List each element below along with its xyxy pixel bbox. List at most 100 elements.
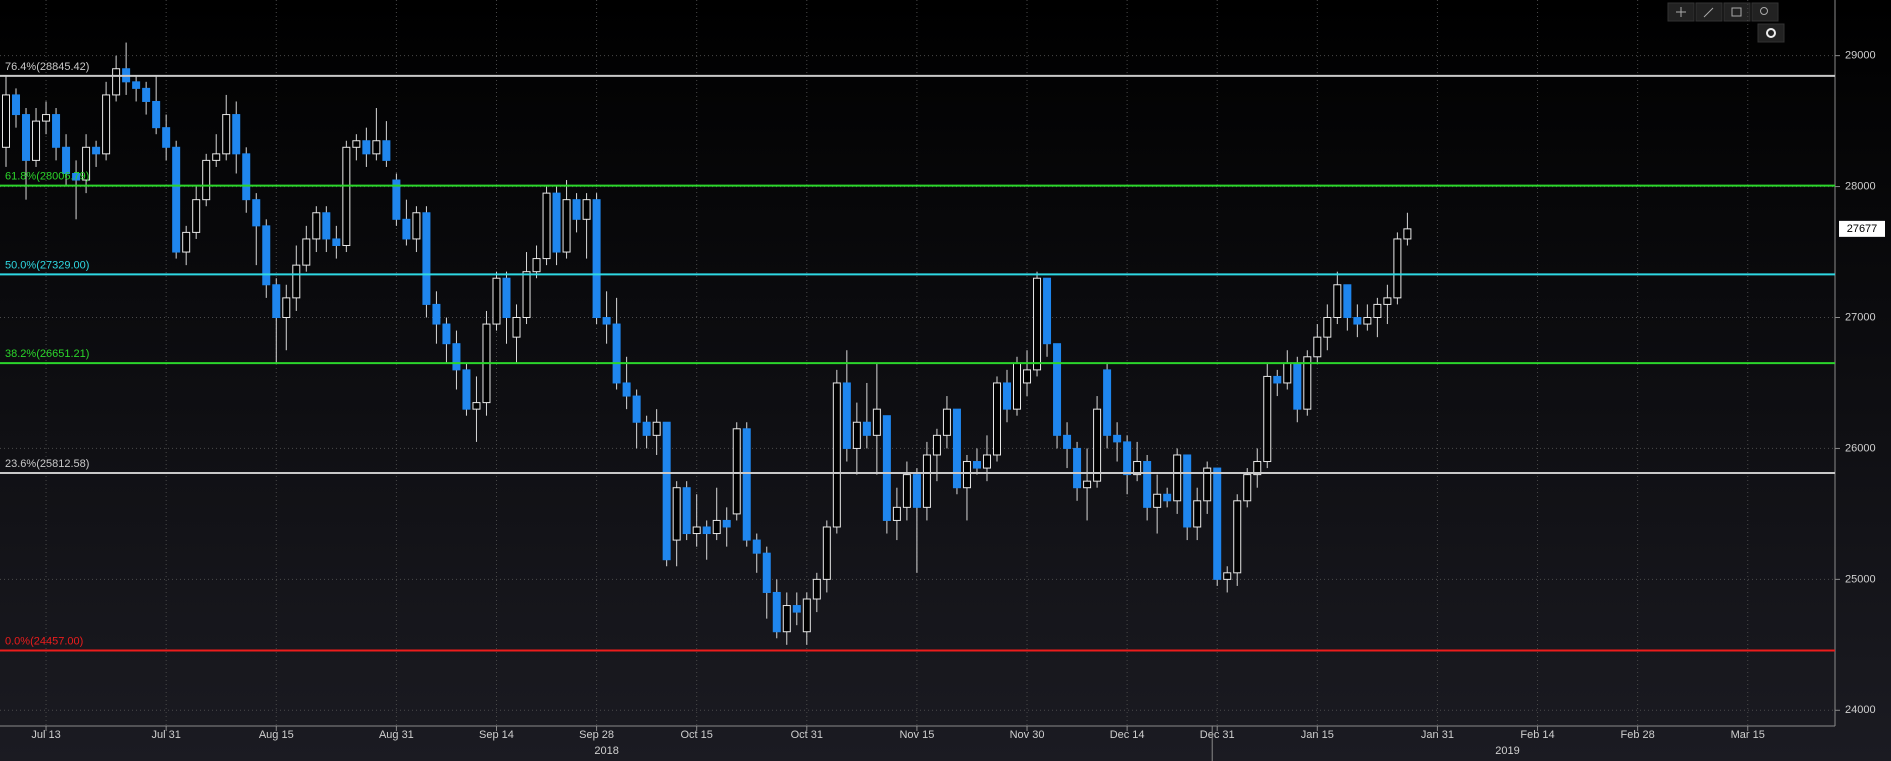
candle-body	[932, 434, 941, 456]
candle-body	[212, 153, 221, 161]
candle-body	[912, 474, 921, 508]
candle-body	[1153, 493, 1162, 508]
x-tick-label: Aug 31	[379, 729, 414, 741]
candle-body	[1193, 500, 1202, 528]
y-tick-label: 25000	[1845, 573, 1876, 585]
candle-body	[1273, 375, 1282, 384]
candle-body	[882, 415, 891, 521]
candle-body	[32, 120, 41, 161]
candle-body	[2, 94, 10, 148]
candle-body	[1323, 317, 1332, 338]
candle-body	[1053, 343, 1062, 436]
candle-body	[512, 317, 521, 338]
candle-body	[292, 264, 301, 299]
candle-body	[272, 284, 281, 319]
candle-body	[162, 127, 171, 148]
candle-body	[1263, 375, 1272, 463]
candle-body	[372, 140, 381, 155]
candle-body	[1223, 572, 1232, 580]
candle-body	[762, 552, 771, 593]
candle-body	[102, 94, 111, 155]
candle-body	[802, 598, 811, 633]
candles	[2, 42, 1412, 645]
candle-body	[772, 591, 781, 633]
candle-body	[782, 605, 791, 633]
candle-body	[1393, 238, 1402, 299]
x-tick-label: Aug 15	[259, 729, 294, 741]
candle-body	[1353, 317, 1362, 325]
candle-body	[1143, 461, 1152, 508]
candle-body	[412, 212, 421, 240]
candle-body	[92, 146, 101, 155]
candle-body	[462, 369, 471, 410]
toolbar	[1667, 2, 1785, 43]
candle-body	[1283, 362, 1292, 384]
candle-body	[302, 238, 311, 266]
candle-body	[422, 212, 431, 305]
candle-body	[42, 114, 51, 122]
x-tick-label: Jan 31	[1421, 729, 1454, 741]
candle-body	[1063, 434, 1072, 449]
candle-body	[1183, 454, 1192, 528]
candle-body	[362, 140, 371, 155]
x-tick-label: Oct 31	[791, 729, 823, 741]
table-icon	[1731, 7, 1742, 17]
x-tick-label: Oct 15	[680, 729, 712, 741]
candle-body	[952, 408, 961, 489]
candle-body	[902, 474, 911, 508]
candle-body	[132, 81, 141, 89]
fib-label: 50.0%(27329.00)	[5, 259, 89, 271]
candle-body	[62, 146, 71, 174]
x-tick-label: Feb 28	[1621, 729, 1655, 741]
candle-body	[702, 526, 711, 535]
x-tick-label: Sep 14	[479, 729, 514, 741]
candle-body	[792, 605, 801, 613]
candle-body	[1253, 461, 1262, 476]
candle-body	[152, 100, 161, 129]
x-tick-label: Jan 15	[1301, 729, 1334, 741]
candle-body	[352, 140, 361, 148]
candle-body	[1203, 467, 1212, 502]
candle-body	[992, 382, 1001, 456]
candle-body	[662, 421, 671, 561]
candle-body	[52, 114, 61, 148]
candle-body	[1293, 362, 1302, 410]
table-button[interactable]	[1723, 2, 1751, 22]
candle-body	[572, 199, 581, 220]
candle-body	[612, 323, 621, 384]
candle-body	[22, 114, 31, 161]
settings-button[interactable]	[1757, 23, 1785, 43]
candle-body	[332, 238, 341, 246]
x-tick-label: Dec 14	[1110, 729, 1145, 741]
candle-body	[1073, 447, 1082, 489]
zoom-button[interactable]	[1751, 2, 1779, 22]
crosshair-icon	[1676, 7, 1686, 17]
candle-body	[592, 199, 601, 319]
candle-body	[222, 114, 231, 155]
candle-body	[72, 172, 81, 181]
last-price-box	[1839, 220, 1885, 237]
candle-body	[732, 428, 741, 515]
candle-body	[442, 323, 451, 345]
y-tick-label: 29000	[1845, 50, 1876, 62]
fib-label: 23.6%(25812.58)	[5, 458, 89, 470]
x-tick-label: Jul 13	[31, 729, 60, 741]
candle-body	[1013, 362, 1022, 410]
candle-body	[182, 231, 191, 253]
candle-body	[1083, 480, 1092, 489]
candle-body	[12, 94, 21, 116]
candle-body	[942, 408, 951, 436]
candle-body	[502, 277, 511, 319]
last-price-label: 27677	[1847, 223, 1878, 235]
candle-body	[1373, 303, 1382, 319]
candle-body	[822, 526, 831, 580]
candle-body	[1363, 317, 1372, 325]
candle-body	[752, 539, 761, 554]
candle-body	[862, 421, 871, 436]
candle-body	[632, 395, 641, 423]
candle-body	[402, 218, 411, 240]
candle-body	[842, 382, 851, 449]
candle-body	[1123, 441, 1132, 476]
candle-body	[1023, 369, 1032, 384]
